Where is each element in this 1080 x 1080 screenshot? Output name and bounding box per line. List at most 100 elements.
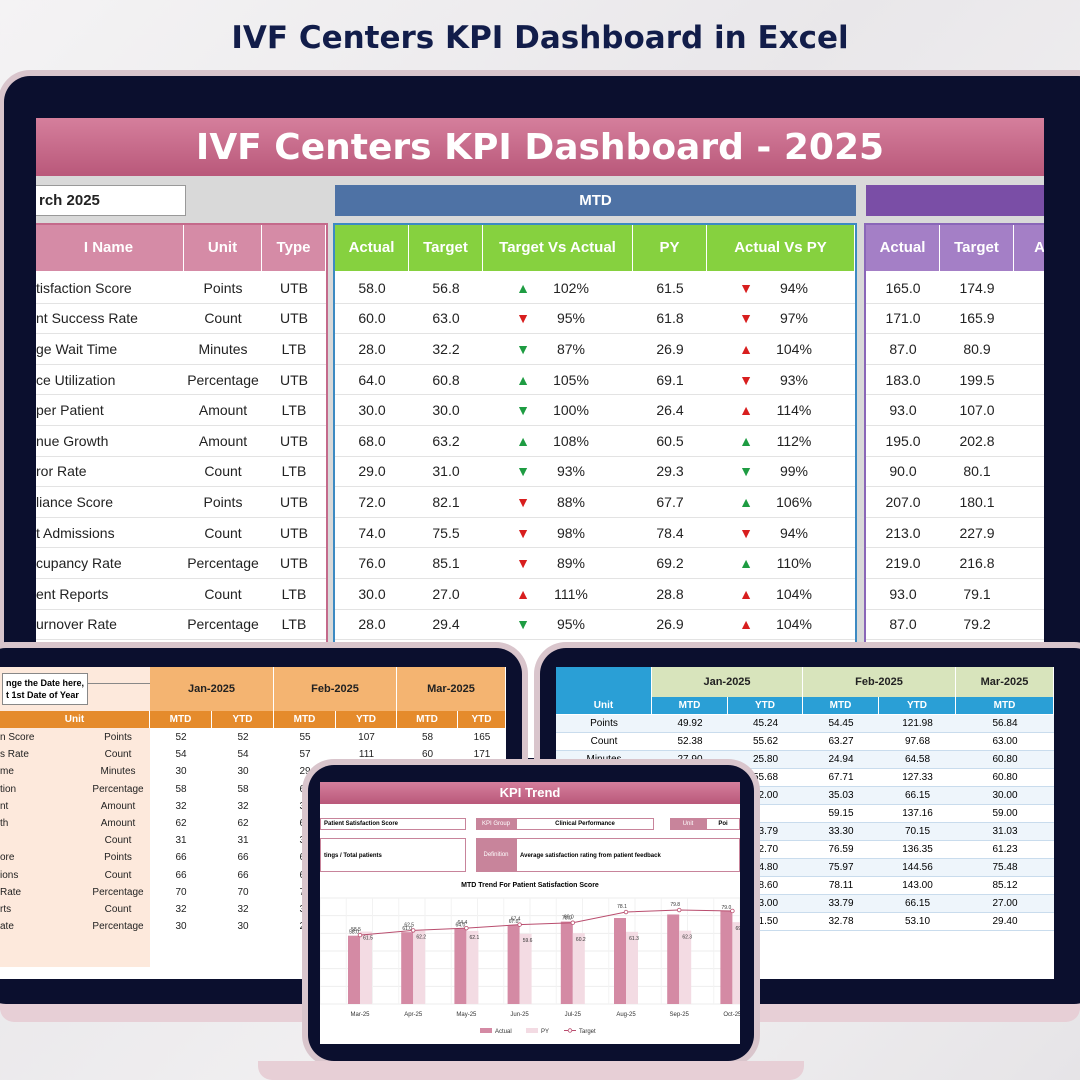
actual-bar (560, 921, 573, 1004)
py-data-label: 61.3 (629, 936, 639, 942)
py-bar (360, 931, 372, 1004)
row-value: 165 (473, 732, 491, 743)
row-unit: Percentage (92, 921, 144, 933)
table-row: nt Success Rate Count UTB (36, 304, 326, 335)
row-value: 55 (299, 732, 311, 743)
target-data-label: 62.5 (404, 922, 414, 928)
avp-value: 94% (779, 279, 809, 296)
actual-bar (614, 918, 626, 1004)
py-cell: 67.7 (656, 493, 684, 510)
row-value: 31 (299, 800, 311, 812)
table-row: 219.0 216.8 (866, 548, 1044, 579)
row-value: 49.92 (677, 718, 703, 729)
row-value: 69 (299, 852, 311, 864)
unit-header: Unit (0, 711, 150, 728)
month-selector[interactable]: rch 2025 (36, 185, 186, 216)
ytd-target-cell: 174.9 (959, 279, 995, 296)
ytd-target-cell: 180.1 (959, 493, 995, 510)
x-tick-label: Jun-25 (510, 1012, 529, 1018)
row-name: th (0, 818, 9, 829)
ytd-actual-cell: 195.0 (885, 432, 921, 449)
arrow-down-icon: ▼ (516, 310, 530, 327)
target-cell: 82.1 (432, 493, 460, 510)
row-unit: Percentage (92, 783, 144, 795)
sub-header: YTD (728, 697, 803, 714)
unit-value: Poi (706, 818, 740, 830)
row-unit: Count (104, 904, 132, 915)
type-cell: LTB (281, 402, 307, 419)
actual-cell: 30.0 (358, 402, 386, 419)
row-value: 35.03 (828, 790, 854, 801)
kpi-name-select[interactable]: Patient Satisfaction Score (320, 818, 466, 830)
col-ytd-target: Target (940, 225, 1014, 271)
row-value: 78.11 (828, 880, 854, 891)
row-value: 52 (175, 732, 187, 743)
actual-cell: 76.0 (358, 555, 386, 572)
actual-vs-py-cell: ▲ 104% (707, 616, 855, 632)
month-header: Mar-2025 (397, 667, 506, 711)
unit-cell: Percentage (187, 616, 259, 633)
target-point (517, 922, 522, 927)
actual-cell: 58.0 (358, 279, 386, 296)
kpi-name-cell: ce Utilization (36, 371, 116, 388)
kpi-name-cell: per Patient (36, 402, 104, 419)
table-row: urnover Rate Percentage LTB (36, 610, 326, 641)
ytd-actual-cell: 213.0 (885, 524, 921, 541)
py-bar (626, 931, 638, 1004)
unit-cell: Amount (198, 402, 248, 419)
actual-cell: 28.0 (358, 340, 386, 357)
actual-bar (348, 935, 360, 1004)
x-tick-label: Oct-25 (723, 1012, 740, 1018)
tva-value: 88% (556, 493, 586, 510)
table-row: 195.0 202.8 (866, 426, 1044, 457)
table-row: tisfaction Score Points UTB (36, 273, 326, 304)
row-value: 143.00 (902, 880, 933, 891)
target-line (359, 909, 733, 936)
arrow-up-icon: ▲ (739, 432, 753, 449)
row-value: 60 (421, 749, 434, 761)
table-row: Minutes 27.90 25.80 24.94 64.58 60.80 (556, 751, 1054, 769)
ytd-actual-cell: 171.0 (885, 310, 921, 327)
table-row: ent Reports Count LTB (36, 579, 326, 610)
tva-value: 93% (556, 463, 586, 480)
target-point (623, 909, 629, 915)
row-value: 144.56 (902, 862, 933, 873)
row-value: 30 (237, 921, 249, 933)
type-cell: UTB (280, 524, 308, 541)
py-bar (519, 933, 532, 1004)
row-value: 32 (175, 800, 187, 812)
col-target: Target (409, 225, 483, 271)
row-value: 25.80 (752, 754, 779, 765)
row-unit: Points (104, 732, 132, 743)
ytd-target-cell: 227.9 (959, 524, 995, 541)
actual-vs-py-cell: ▼ 93% (707, 372, 855, 388)
mtd-rows: 58.0 56.8 ▲ 102% 61.5 ▼ 94% 60.0 63.0 ▼ 95% 61.8 ▼ 97… (335, 273, 855, 641)
row-value: 85.12 (992, 880, 1018, 891)
sub-header: MTD (274, 711, 336, 728)
row-name: ate (0, 921, 14, 933)
row-value: 33.00 (752, 898, 779, 909)
actual-vs-py-cell: ▲ 104% (707, 341, 855, 357)
row-unit: Amount (100, 818, 136, 829)
row-value: 62 (175, 818, 187, 829)
py-cell: 78.4 (656, 524, 684, 541)
row-value: 70 (175, 886, 187, 898)
arrow-up-icon: ▲ (739, 340, 753, 357)
row-value: 55.62 (752, 736, 779, 747)
row-value: 55.68 (752, 772, 779, 783)
ytd-actual-cell: 207.0 (885, 493, 921, 510)
target-vs-actual-cell: ▼ 89% (483, 555, 633, 571)
col-target-vs-actual: Target Vs Actual (483, 225, 633, 271)
avp-value: 97% (779, 310, 809, 327)
tva-value: 100% (553, 402, 589, 419)
month-header: Feb-2025 (274, 667, 397, 711)
definition-label: Definition (476, 838, 516, 872)
row-value: 66 (175, 869, 187, 881)
kpi-name-rows: tisfaction Score Points UTB nt Success Rate… (36, 273, 326, 641)
avp-value: 94% (779, 524, 809, 541)
target-point (677, 907, 682, 913)
unit-cell: Count (204, 463, 242, 480)
x-tick-label: Aug-25 (616, 1012, 636, 1018)
target-vs-actual-cell: ▼ 100% (483, 402, 633, 418)
row-value: 29 (299, 766, 311, 778)
